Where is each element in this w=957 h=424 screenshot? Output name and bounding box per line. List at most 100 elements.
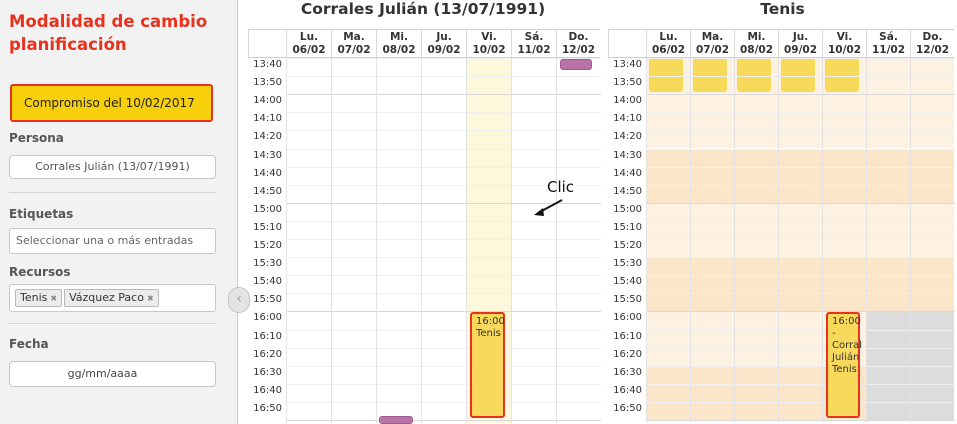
day-header[interactable]: Mi. 08/02 <box>734 29 778 58</box>
grid-line <box>867 184 911 186</box>
grid-line <box>823 166 867 168</box>
grid-line <box>647 257 691 259</box>
day-header[interactable]: Lu. 06/02 <box>646 29 690 58</box>
day-header[interactable]: Ma. 07/02 <box>690 29 734 58</box>
availability-band <box>867 148 910 203</box>
availability-band <box>691 202 734 258</box>
tags-input[interactable]: Seleccionar una o más entradas <box>9 228 216 254</box>
day-column[interactable] <box>376 58 422 423</box>
grid-line <box>911 184 955 186</box>
grid-line <box>287 383 332 385</box>
day-column[interactable] <box>646 58 691 423</box>
availability-band <box>647 148 690 203</box>
grid-line <box>557 365 601 367</box>
grid-line <box>422 275 467 277</box>
grid-line <box>287 112 332 114</box>
grid-line <box>779 112 823 114</box>
day-name: Vi. <box>481 31 497 43</box>
grid-line <box>647 76 691 78</box>
grid-line <box>377 184 422 186</box>
grid-line <box>377 329 422 331</box>
commitment-button[interactable]: Compromiso del 10/02/2017 <box>10 84 213 122</box>
day-header[interactable]: Sá. 11/02 <box>866 29 910 58</box>
grid-line <box>691 76 735 78</box>
busy-block[interactable] <box>781 58 815 93</box>
busy-block[interactable] <box>825 58 859 93</box>
resource-chip-label: Tenis <box>20 291 48 304</box>
busy-block[interactable] <box>737 58 771 93</box>
day-header[interactable]: Ma. 07/02 <box>331 29 376 58</box>
grid-line <box>512 420 557 421</box>
time-label: 15:10 <box>253 221 282 233</box>
day-column[interactable] <box>734 58 779 423</box>
grid-line <box>422 383 467 385</box>
day-column[interactable] <box>866 58 911 423</box>
grid-line <box>422 166 467 168</box>
day-column[interactable] <box>778 58 823 423</box>
day-name: Ju. <box>436 31 452 43</box>
day-column[interactable] <box>556 58 601 423</box>
resources-input[interactable]: Tenis ✖ Vázquez Paco ✖ <box>9 284 216 312</box>
availability-band <box>691 311 734 366</box>
day-header[interactable]: Sá. 11/02 <box>511 29 556 58</box>
day-header[interactable]: Ju. 09/02 <box>421 29 466 58</box>
availability-band <box>691 94 734 149</box>
day-header[interactable]: Mi. 08/02 <box>376 29 421 58</box>
event-block[interactable]: 16:00 - Corral Julián Tenis <box>826 312 862 418</box>
day-column[interactable] <box>690 58 735 423</box>
grid-line <box>332 420 377 421</box>
collapse-sidebar-icon[interactable]: ‹ <box>228 287 250 313</box>
grid-line <box>647 58 691 59</box>
day-column[interactable] <box>511 58 557 423</box>
grid-line <box>287 58 332 59</box>
event-block[interactable] <box>379 416 413 424</box>
grid-line <box>867 94 911 96</box>
grid-line <box>735 220 779 222</box>
day-header[interactable]: Lu. 06/02 <box>286 29 331 58</box>
grid-line <box>287 184 332 186</box>
grid-line <box>557 401 601 403</box>
grid-line <box>287 293 332 295</box>
grid-line <box>647 166 691 168</box>
grid-line <box>735 329 779 331</box>
grid-line <box>377 383 422 385</box>
time-label: 15:30 <box>613 258 642 270</box>
grid-line <box>735 76 779 78</box>
remove-icon[interactable]: ✖ <box>50 294 58 303</box>
busy-block[interactable] <box>693 58 727 93</box>
remove-icon[interactable]: ✖ <box>146 294 154 303</box>
event-block[interactable]: 16:00 Tenis <box>470 312 505 418</box>
day-name: Sá. <box>524 31 544 43</box>
day-column[interactable] <box>286 58 332 423</box>
event-block[interactable] <box>560 59 592 70</box>
date-input[interactable]: gg/mm/aaaa <box>9 361 216 387</box>
person-field[interactable]: Corrales Julián (13/07/1991) <box>9 155 216 179</box>
event-text: Julián <box>832 352 860 364</box>
day-header[interactable]: Vi. 10/02 <box>822 29 866 58</box>
grid-line <box>647 293 691 295</box>
grid-line <box>779 257 823 259</box>
calendar-title: Tenis <box>760 0 805 18</box>
event-text: 16:00 - <box>832 316 861 340</box>
grid-line <box>512 365 557 367</box>
day-header[interactable]: Do. 12/02 <box>556 29 600 58</box>
grid-line <box>287 257 332 259</box>
busy-block[interactable] <box>649 58 683 93</box>
day-header[interactable]: Ju. 09/02 <box>778 29 822 58</box>
grid-line <box>377 94 422 96</box>
day-name: Mi. <box>389 31 409 43</box>
day-header[interactable]: Do. 12/02 <box>910 29 954 58</box>
grid-line <box>647 148 691 150</box>
grid-line <box>557 184 601 186</box>
day-header[interactable]: Vi. 10/02 <box>466 29 511 58</box>
grid-line <box>422 130 467 132</box>
click-annotation: Clic <box>547 178 575 196</box>
grid-line <box>691 329 735 331</box>
day-column[interactable] <box>910 58 955 423</box>
grid-line <box>779 365 823 367</box>
day-column[interactable] <box>331 58 377 423</box>
grid-line <box>467 148 512 150</box>
grid-line <box>911 329 955 331</box>
resources-label: Recursos <box>9 265 71 279</box>
day-column[interactable] <box>421 58 467 423</box>
